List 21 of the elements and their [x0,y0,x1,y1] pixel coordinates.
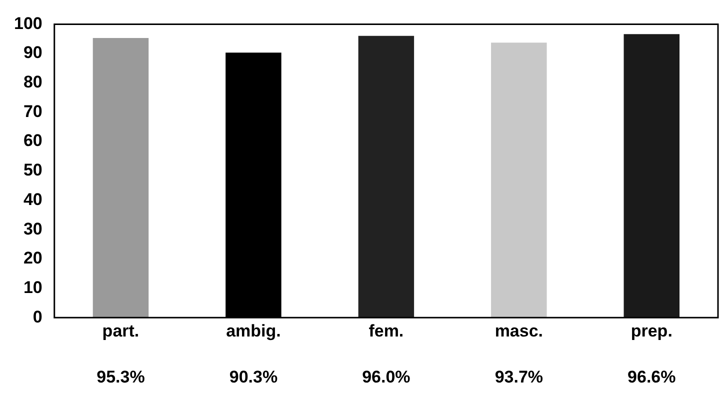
y-tick-label: 30 [23,219,42,238]
data-label: 90.3% [229,367,278,386]
y-tick-label: 10 [23,278,42,297]
data-label: 96.0% [362,367,410,386]
x-tick-label: masc. [494,321,544,340]
y-tick-label: 20 [23,248,42,268]
y-tick-label: 60 [23,131,42,150]
y-tick-label: 80 [23,72,42,92]
y-tick-label: 100 [14,14,42,33]
y-tick-label: 0 [32,307,42,326]
y-tick-label: 40 [23,190,42,209]
y-tick-label: 50 [23,160,42,180]
data-label: 93.7% [494,367,544,386]
x-tick-label: part. [102,321,140,340]
x-tick-label: prep. [630,321,672,340]
y-tick-label: 70 [23,102,42,121]
x-tick-label: fem. [368,321,404,340]
y-tick-label: 90 [23,43,42,62]
data-label: 95.3% [96,367,145,386]
data-label: 96.6% [628,367,676,386]
x-tick-label: ambig. [226,321,281,340]
